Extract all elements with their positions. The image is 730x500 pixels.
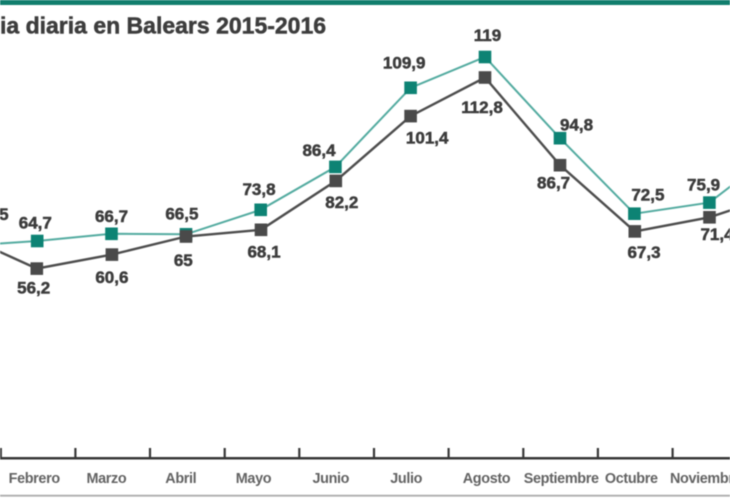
svg-text:60,6: 60,6 xyxy=(95,268,128,287)
svg-text:109,9: 109,9 xyxy=(383,53,426,72)
svg-text:Abril: Abril xyxy=(165,471,196,487)
svg-text:Agosto: Agosto xyxy=(463,471,511,487)
svg-text:101,4: 101,4 xyxy=(406,128,449,147)
svg-text:56,2: 56,2 xyxy=(17,278,50,297)
svg-text:112,8: 112,8 xyxy=(461,98,503,117)
svg-text:Septiembre: Septiembre xyxy=(524,471,599,487)
svg-text:Media diaria en Balears 2015-2: Media diaria en Balears 2015-2016 xyxy=(0,13,326,39)
svg-text:Julio: Julio xyxy=(390,471,422,487)
svg-text:Febrero: Febrero xyxy=(9,471,61,487)
svg-text:86,7: 86,7 xyxy=(537,173,570,192)
svg-text:119: 119 xyxy=(474,26,501,45)
svg-text:66,7: 66,7 xyxy=(95,207,128,226)
svg-text:64,7: 64,7 xyxy=(19,214,52,233)
svg-text:Mayo: Mayo xyxy=(236,471,272,487)
svg-text:65: 65 xyxy=(174,251,193,270)
svg-text:73,8: 73,8 xyxy=(242,180,275,199)
svg-text:67,3: 67,3 xyxy=(627,243,660,262)
svg-text:94,8: 94,8 xyxy=(560,115,593,134)
svg-text:72,5: 72,5 xyxy=(631,186,664,205)
svg-text:86,4: 86,4 xyxy=(302,141,336,160)
svg-text:5: 5 xyxy=(0,205,9,224)
svg-text:75,9: 75,9 xyxy=(687,176,720,195)
svg-text:Octubre: Octubre xyxy=(605,471,658,487)
svg-text:82,2: 82,2 xyxy=(325,193,358,212)
svg-text:68,1: 68,1 xyxy=(247,243,280,262)
svg-text:Marzo: Marzo xyxy=(86,471,126,487)
svg-text:Noviembre: Noviembre xyxy=(670,471,730,487)
svg-text:66,5: 66,5 xyxy=(165,205,198,224)
svg-text:71,4: 71,4 xyxy=(700,225,730,244)
svg-text:Junio: Junio xyxy=(312,471,349,487)
